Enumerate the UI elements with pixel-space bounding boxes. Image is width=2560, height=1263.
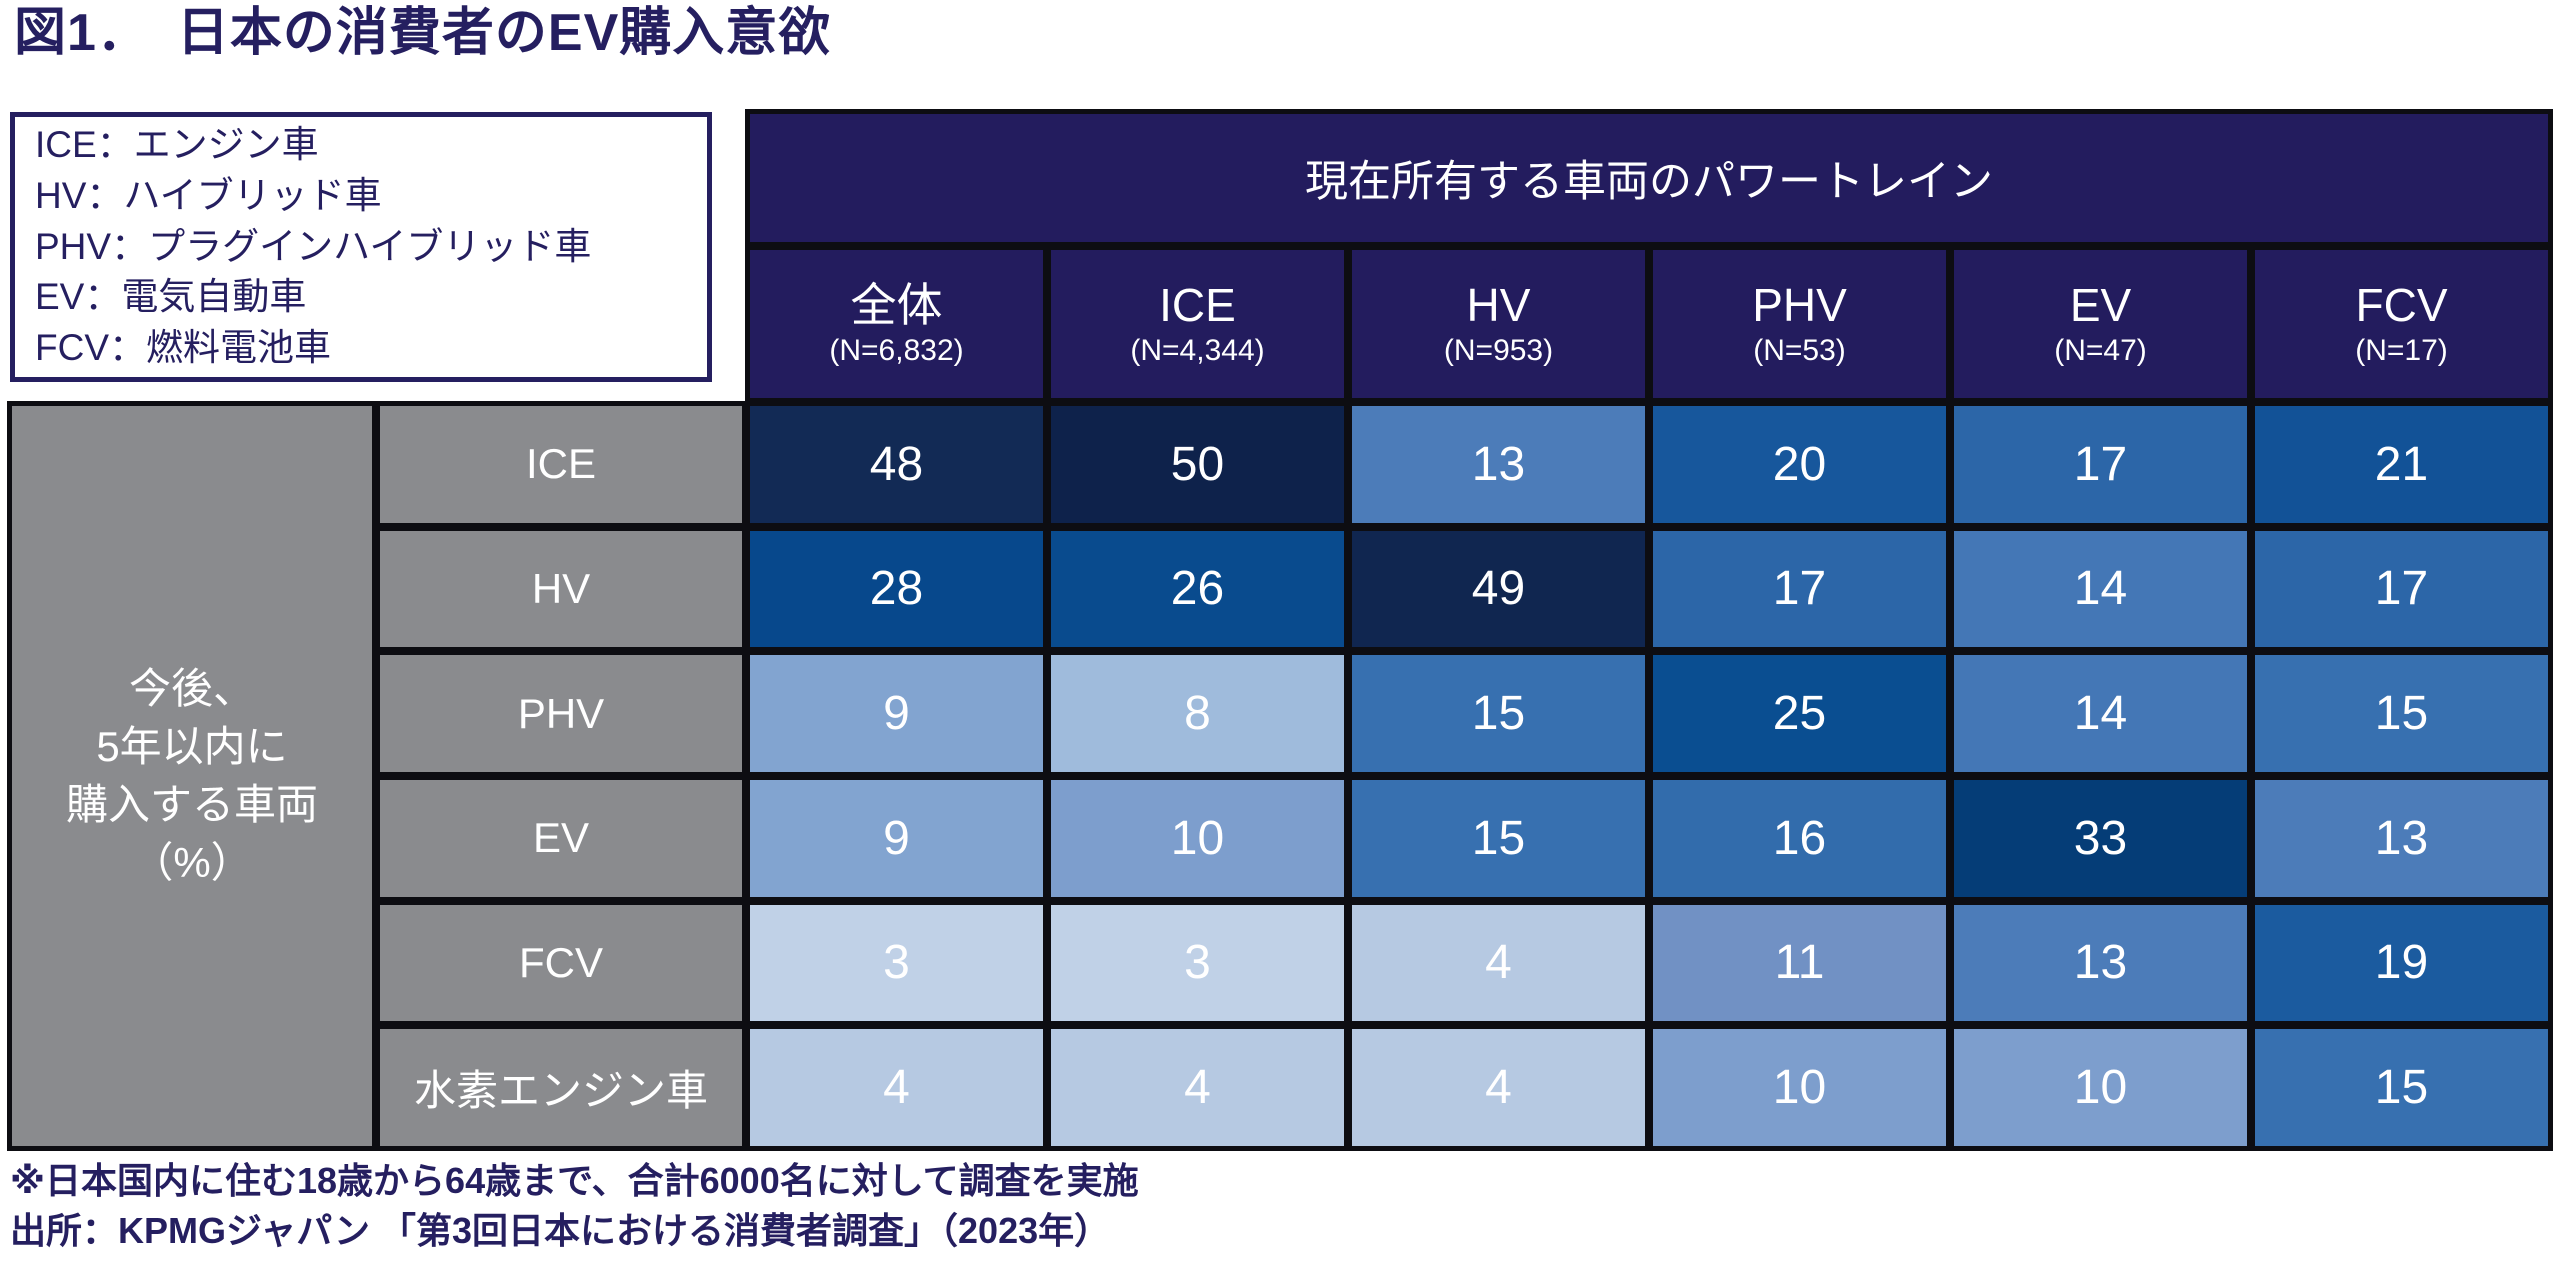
heatmap-cell: 3 [1051, 904, 1344, 1022]
column-group-header: 現在所有する車両のパワートレイン [750, 114, 2548, 242]
heatmap-cell: 25 [1653, 655, 1946, 772]
heatmap-cell: 15 [1352, 779, 1645, 897]
heatmap-cell: 3 [750, 904, 1043, 1022]
heatmap-cell: 4 [1352, 904, 1645, 1022]
legend-item-phv: PHV：プラグインハイブリッド車 [35, 225, 592, 267]
heatmap-cell: 49 [1352, 530, 1645, 648]
heatmap-cell: 9 [750, 779, 1043, 897]
heatmap-cell: 15 [2255, 655, 2548, 772]
heatmap-cell: 21 [2255, 406, 2548, 523]
heatmap-cell: 15 [2255, 1029, 2548, 1146]
heatmap-cell: 15 [1352, 655, 1645, 772]
row-label: FCV [380, 904, 742, 1022]
column-header-sample-size: (N=17) [2355, 334, 2448, 367]
heatmap-cell: 26 [1051, 530, 1344, 648]
column-header-label: EV [2069, 279, 2132, 331]
column-header-label: FCV [2355, 279, 2448, 331]
column-header-ice: ICE (N=4,344) [1051, 250, 1344, 398]
heatmap-cell: 8 [1051, 655, 1344, 772]
heatmap-cell: 10 [1954, 1029, 2247, 1146]
column-header-sample-size: (N=953) [1443, 334, 1554, 367]
heatmap-cell: 48 [750, 406, 1043, 523]
legend-item-ev: EV：電気自動車 [35, 276, 307, 318]
heatmap-cell: 20 [1653, 406, 1946, 523]
heatmap-cell: 33 [1954, 779, 2247, 897]
row-label: PHV [380, 655, 742, 772]
column-header-sample-size: (N=6,832) [829, 334, 964, 367]
column-header-sample-size: (N=4,344) [1130, 334, 1265, 367]
heatmap-cell: 10 [1051, 779, 1344, 897]
column-header-ev: EV (N=47) [1954, 250, 2247, 398]
footnote-source: 出所：KPMGジャパン 「第3回日本における消費者調査」（2023年） [10, 1210, 1111, 1251]
heatmap-cell: 17 [1653, 530, 1946, 648]
column-header-sample-size: (N=53) [1753, 334, 1846, 367]
heatmap-cell: 4 [1352, 1029, 1645, 1146]
column-header-phv: PHV (N=53) [1653, 250, 1946, 398]
row-group-header: 今後、 5年以内に 購入する車両 （%） [12, 406, 372, 1146]
heatmap-cell: 4 [1051, 1029, 1344, 1146]
heatmap-cell: 28 [750, 530, 1043, 648]
heatmap-cell: 16 [1653, 779, 1946, 897]
heatmap-cell: 10 [1653, 1029, 1946, 1146]
heatmap-cell: 4 [750, 1029, 1043, 1146]
column-header-label: PHV [1752, 279, 1847, 331]
heatmap-cell: 19 [2255, 904, 2548, 1022]
heatmap-cell: 11 [1653, 904, 1946, 1022]
legend-item-hv: HV：ハイブリッド車 [35, 174, 382, 216]
footnote-survey-note: ※日本国内に住む18歳から64歳まで、合計6000名に対して調査を実施 [10, 1160, 1139, 1201]
heatmap-cell: 13 [2255, 779, 2548, 897]
column-header-fcv: FCV (N=17) [2255, 250, 2548, 398]
heatmap-cell: 14 [1954, 530, 2247, 648]
heatmap-cell: 50 [1051, 406, 1344, 523]
ev-intent-heatmap-table: 現在所有する車両のパワートレイン 今後、 5年以内に 購入する車両 （%） 全体… [12, 114, 2548, 1146]
abbreviation-legend-box: ICE：エンジン車 HV：ハイブリッド車 PHV：プラグインハイブリッド車 EV… [10, 112, 712, 382]
row-label: HV [380, 530, 742, 648]
column-header-sample-size: (N=47) [2054, 334, 2147, 367]
column-header-label: ICE [1159, 279, 1236, 331]
figure-title: 図1． 日本の消費者のEV購入意欲 [14, 4, 832, 62]
heatmap-cell: 13 [1352, 406, 1645, 523]
heatmap-cell: 13 [1954, 904, 2247, 1022]
column-header-label: 全体 [850, 279, 943, 331]
heatmap-cell: 17 [2255, 530, 2548, 648]
legend-item-fcv: FCV：燃料電池車 [35, 327, 331, 369]
column-header-total: 全体 (N=6,832) [750, 250, 1043, 398]
row-label: EV [380, 779, 742, 897]
heatmap-cell: 14 [1954, 655, 2247, 772]
column-header-hv: HV (N=953) [1352, 250, 1645, 398]
row-label: 水素エンジン車 [380, 1029, 742, 1146]
heatmap-cell: 17 [1954, 406, 2247, 523]
heatmap-cell: 9 [750, 655, 1043, 772]
row-label: ICE [380, 406, 742, 523]
legend-item-ice: ICE：エンジン車 [35, 123, 319, 165]
column-header-label: HV [1466, 279, 1531, 331]
